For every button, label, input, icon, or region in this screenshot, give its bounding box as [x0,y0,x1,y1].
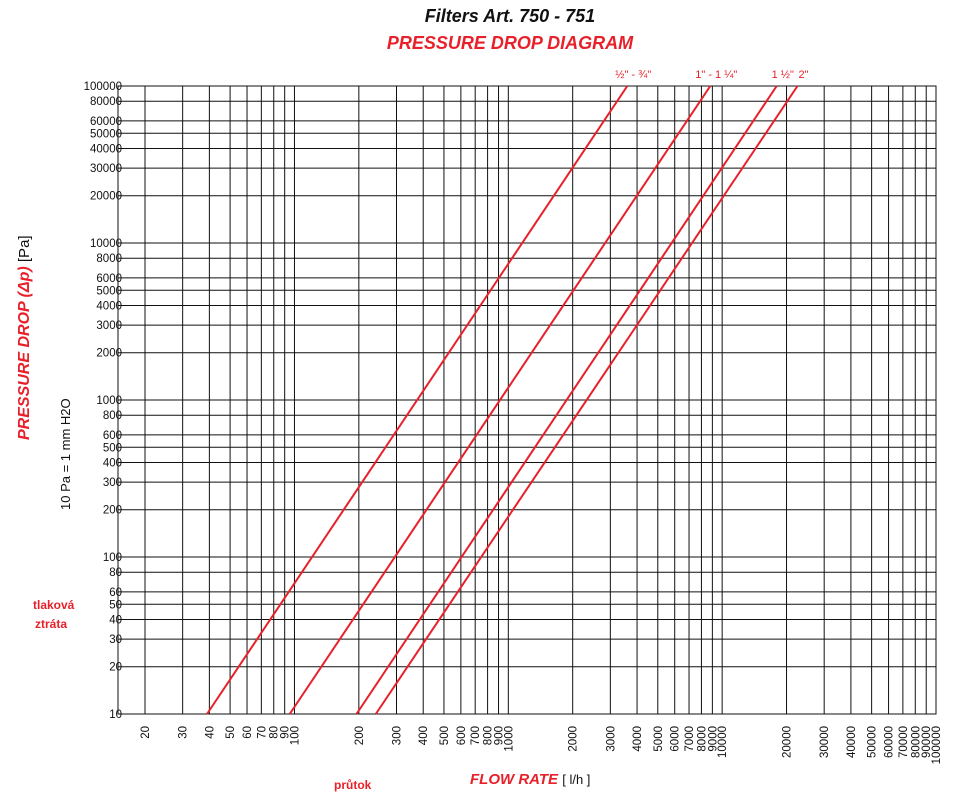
series-line-1 [206,85,629,715]
x-tick-label: 5000 [653,726,665,752]
y-tick-label: 40 [109,614,122,626]
y-tick-label: 30000 [90,163,122,175]
x-tick-label: 600 [456,726,468,745]
x-tick-label: 300 [391,726,403,745]
y-tick-label: 600 [103,430,122,442]
x-tick-label: 30 [178,726,190,739]
flow-note: průtok [334,778,372,792]
x-tick-label: 20000 [782,726,794,758]
y-tick-label: 1000 [96,395,122,407]
chart-title: Filters Art. 750 - 751 [424,6,596,26]
y-tick-label: 30 [109,634,122,646]
x-tick-label: 20 [140,726,152,739]
series-label-3: 1 ½" [772,69,794,81]
x-tick-label: 3000 [605,726,617,752]
x-tick-label: 30000 [819,726,831,758]
x-tick-label: 7000 [684,726,696,752]
x-tick-label: 2000 [568,726,580,752]
y-tick-label: 100 [103,552,122,564]
series-line-4 [374,85,799,715]
x-tick-label: 80000 [910,726,922,758]
x-tick-label: 70000 [898,726,910,758]
y-tick-label: 50000 [90,128,122,140]
x-tick-label: 60 [242,726,254,739]
y-tick-label: 2000 [96,348,122,360]
y-tick-label: 40000 [90,143,122,155]
y-tick-label: 8000 [96,253,122,265]
x-tick-label: 700 [470,726,482,745]
y-tick-label: 200 [103,505,122,517]
y-tick-label: 100000 [84,81,122,93]
series-label-4: 2" [798,69,808,81]
x-tick-label: 50000 [867,726,879,758]
y-tick-label: 4000 [96,300,122,312]
x-axis-label: FLOW RATE [ l/h ] [470,771,590,788]
series-line-2 [288,85,712,715]
y-tick-label: 3000 [96,320,122,332]
x-tick-label: 100000 [931,726,943,764]
y-tick-label: 500 [103,442,122,454]
x-tick-label: 80 [269,726,281,739]
x-tick-label: 10000 [717,726,729,758]
x-tick-label: 40 [204,726,216,739]
series-label-2: 1" - 1 ¼" [695,69,737,81]
x-tick-label: 90000 [921,726,933,758]
x-axis-label-main: FLOW RATE [470,771,559,788]
x-tick-label: 900 [494,726,506,745]
y-tick-label: 800 [103,410,122,422]
x-tick-label: 500 [439,726,451,745]
x-tick-label: 90 [280,726,292,739]
x-tick-label: 4000 [632,726,644,752]
y-tick-label: 60 [109,587,122,599]
x-tick-label: 50 [225,726,237,739]
x-axis-label-unit: [ l/h ] [562,772,591,787]
pressure-loss-note-line2: ztráta [35,617,68,631]
series-line-3 [355,85,778,715]
x-tick-label: 40000 [846,726,858,758]
y-tick-label: 80 [109,567,122,579]
x-tick-label: 100 [289,726,301,745]
y-tick-label: 300 [103,477,122,489]
x-tick-label: 9000 [707,726,719,752]
series-label-1: ½" - ¾" [615,69,651,81]
y-tick-label: 5000 [96,285,122,297]
x-tick-label: 6000 [670,726,682,752]
pressure-loss-note-line1: tlaková [33,598,75,612]
y-tick-label: 60000 [90,116,122,128]
x-tick-label: 200 [354,726,366,745]
y-tick-label: 10 [109,709,122,721]
x-tick-label: 1000 [503,726,515,752]
y-tick-label: 6000 [96,273,122,285]
y-tick-label: 400 [103,457,122,469]
x-tick-label: 70 [256,726,268,739]
chart-subtitle: PRESSURE DROP DIAGRAM [386,33,634,53]
y-tick-label: 10000 [90,238,122,250]
y-tick-label: 50 [109,599,122,611]
x-tick-label: 8000 [696,726,708,752]
y-tick-label: 20 [109,662,122,674]
y-tick-label: 80000 [90,96,122,108]
x-tick-label: 60000 [884,726,896,758]
x-tick-label: 800 [483,726,495,745]
x-tick-label: 400 [418,726,430,745]
y-tick-label: 20000 [90,191,122,203]
